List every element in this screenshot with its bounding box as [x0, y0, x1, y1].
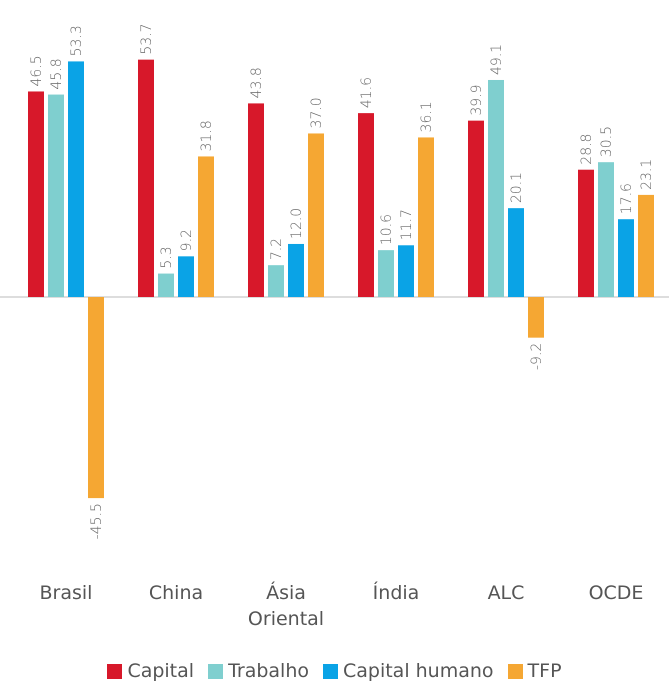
data-label: 5.3 — [159, 246, 175, 268]
legend-label: Trabalho — [228, 660, 309, 682]
bar — [88, 297, 104, 499]
bar — [178, 256, 194, 297]
data-label: 30.5 — [599, 126, 615, 157]
bar — [308, 133, 324, 297]
data-label: 53.3 — [69, 25, 85, 56]
data-label: 23.1 — [639, 159, 655, 190]
data-label: 11.7 — [399, 209, 415, 240]
data-label: 46.5 — [29, 55, 45, 86]
x-tick-label: OCDE — [588, 582, 644, 604]
legend-item: Trabalho — [208, 660, 309, 682]
data-label: 20.1 — [509, 172, 525, 203]
x-tick-label: ALC — [487, 582, 525, 604]
x-tick-label: Índia — [372, 582, 420, 604]
legend-label: TFP — [527, 660, 562, 682]
legend-label: Capital humano — [342, 660, 494, 682]
bar — [138, 59, 154, 298]
bar — [638, 194, 654, 297]
data-label: -9.2 — [529, 343, 545, 370]
data-label: 28.8 — [579, 134, 595, 165]
bar — [418, 137, 434, 297]
bar — [28, 91, 44, 297]
bar — [378, 250, 394, 297]
legend-swatch — [208, 663, 224, 679]
bar — [268, 265, 284, 297]
data-label: 10.6 — [379, 214, 395, 245]
bar — [578, 169, 594, 297]
legend-item: TFP — [507, 660, 562, 682]
data-label: 41.6 — [359, 77, 375, 108]
bar — [68, 61, 84, 297]
bar — [528, 297, 544, 338]
bar — [248, 103, 264, 298]
x-tick-label: Ásia Oriental — [247, 582, 325, 630]
data-label: 7.2 — [269, 238, 285, 260]
bar — [198, 156, 214, 297]
bar — [488, 79, 504, 297]
bar — [398, 245, 414, 297]
data-label: -45.5 — [89, 503, 105, 539]
legend-label: Capital — [127, 660, 195, 682]
legend: Capital Trabalho Capital humano TFP — [0, 660, 669, 682]
data-label: 17.6 — [619, 183, 635, 214]
bar — [288, 243, 304, 297]
data-label: 39.9 — [469, 84, 485, 115]
legend-swatch — [107, 663, 123, 679]
legend-item: Capital humano — [322, 660, 494, 682]
legend-swatch — [322, 663, 338, 679]
data-label: 53.7 — [139, 23, 155, 54]
bar — [508, 208, 524, 297]
data-label: 9.2 — [179, 229, 195, 251]
bar — [618, 219, 634, 297]
data-label: 43.8 — [249, 67, 265, 98]
legend-item: Capital — [107, 660, 194, 682]
bar — [48, 94, 64, 298]
data-label: 12.0 — [289, 208, 305, 239]
bar — [358, 113, 374, 298]
bar — [158, 273, 174, 297]
x-tick-label: China — [148, 582, 204, 604]
bar — [468, 120, 484, 297]
legend-swatch — [507, 663, 523, 679]
data-label: 37.0 — [309, 97, 325, 128]
data-label: 36.1 — [419, 101, 435, 132]
data-label: 49.1 — [489, 44, 505, 75]
bar — [598, 162, 614, 297]
data-label: 31.8 — [199, 120, 215, 151]
data-label: 45.8 — [49, 58, 65, 89]
x-tick-label: Brasil — [39, 582, 93, 604]
